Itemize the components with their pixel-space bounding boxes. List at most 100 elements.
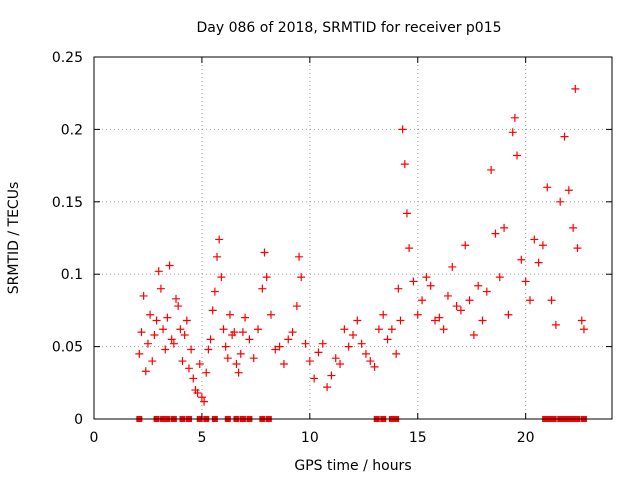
data-point bbox=[217, 273, 226, 282]
data-point bbox=[577, 316, 586, 325]
data-point bbox=[402, 209, 411, 218]
data-point bbox=[508, 128, 517, 137]
data-point bbox=[210, 287, 219, 296]
data-point bbox=[491, 229, 500, 238]
y-tick-label: 0 bbox=[74, 412, 83, 428]
data-point bbox=[182, 316, 191, 325]
data-point bbox=[202, 368, 211, 377]
data-point bbox=[413, 310, 422, 319]
data-point bbox=[292, 302, 301, 311]
data-point bbox=[178, 357, 187, 366]
data-point bbox=[538, 241, 547, 250]
data-point bbox=[564, 186, 573, 195]
data-point bbox=[245, 335, 254, 344]
data-point bbox=[495, 273, 504, 282]
data-point bbox=[221, 342, 230, 351]
data-point bbox=[234, 368, 243, 377]
data-point bbox=[569, 223, 578, 232]
data-point bbox=[176, 325, 185, 334]
data-point bbox=[305, 357, 314, 366]
data-point bbox=[323, 383, 332, 392]
data-point bbox=[374, 325, 383, 334]
data-point bbox=[448, 262, 457, 271]
data-point bbox=[187, 345, 196, 354]
data-point bbox=[204, 345, 213, 354]
data-point bbox=[387, 325, 396, 334]
data-point bbox=[318, 339, 327, 348]
data-point bbox=[266, 310, 275, 319]
data-point bbox=[310, 374, 319, 383]
data-point bbox=[184, 364, 193, 373]
data-point bbox=[487, 165, 496, 174]
data-point bbox=[197, 393, 206, 402]
data-point bbox=[474, 281, 483, 290]
data-point bbox=[169, 339, 178, 348]
data-point bbox=[551, 320, 560, 329]
data-point bbox=[148, 357, 157, 366]
x-tick-label: 0 bbox=[90, 430, 99, 446]
data-point bbox=[405, 244, 414, 253]
data-point bbox=[469, 331, 478, 340]
data-point bbox=[349, 331, 357, 340]
data-point bbox=[172, 294, 181, 303]
data-point bbox=[167, 335, 176, 344]
data-point bbox=[521, 277, 530, 286]
y-tick-label: 0.25 bbox=[52, 50, 83, 66]
data-point bbox=[288, 328, 297, 337]
data-point bbox=[431, 316, 440, 325]
data-point bbox=[161, 345, 170, 354]
data-point bbox=[208, 306, 217, 315]
data-point bbox=[573, 244, 582, 253]
data-point bbox=[409, 277, 418, 286]
data-point bbox=[500, 223, 509, 232]
data-point bbox=[262, 273, 271, 282]
data-point bbox=[200, 397, 209, 406]
data-point bbox=[547, 296, 556, 305]
data-point bbox=[236, 349, 245, 358]
data-point bbox=[193, 388, 202, 397]
data-point bbox=[232, 359, 241, 368]
data-point bbox=[271, 345, 280, 354]
data-point bbox=[154, 267, 163, 276]
y-tick-label: 0.05 bbox=[52, 340, 83, 356]
data-point bbox=[258, 284, 267, 293]
data-point bbox=[195, 359, 204, 368]
y-axis-label: SRMTID / TECUs bbox=[6, 182, 22, 295]
data-point bbox=[297, 273, 306, 282]
data-point bbox=[396, 316, 405, 325]
data-point bbox=[361, 349, 370, 358]
data-point bbox=[146, 310, 155, 319]
data-point bbox=[260, 248, 269, 257]
data-point bbox=[159, 325, 168, 334]
data-point bbox=[206, 335, 215, 344]
data-point bbox=[366, 357, 375, 366]
data-point bbox=[238, 328, 247, 337]
data-point bbox=[517, 255, 526, 264]
data-point bbox=[456, 306, 465, 315]
data-point bbox=[215, 235, 224, 244]
data-point bbox=[443, 291, 452, 300]
chart-title: Day 086 of 2018, SRMTID for receiver p01… bbox=[196, 20, 501, 36]
axis-ticks: 0 0.05 0.1 0.15 0.2 0.25 0 5 10 15 20 bbox=[52, 50, 612, 446]
data-point bbox=[370, 362, 379, 371]
data-point bbox=[223, 354, 232, 363]
data-point bbox=[156, 284, 165, 293]
data-point bbox=[379, 310, 388, 319]
data-point bbox=[189, 374, 198, 383]
data-point bbox=[301, 339, 310, 348]
y-tick-label: 0.15 bbox=[52, 195, 83, 211]
x-tick-label: 20 bbox=[517, 430, 535, 446]
data-point bbox=[344, 342, 353, 351]
data-point bbox=[174, 302, 183, 311]
data-point bbox=[571, 84, 580, 93]
data-point bbox=[163, 313, 172, 322]
data-point bbox=[180, 331, 189, 340]
data-point bbox=[213, 252, 222, 261]
data-points bbox=[135, 84, 588, 422]
data-point bbox=[398, 125, 407, 134]
data-point bbox=[482, 287, 491, 296]
data-point bbox=[556, 197, 565, 206]
data-point bbox=[418, 296, 427, 305]
grid bbox=[94, 57, 612, 419]
